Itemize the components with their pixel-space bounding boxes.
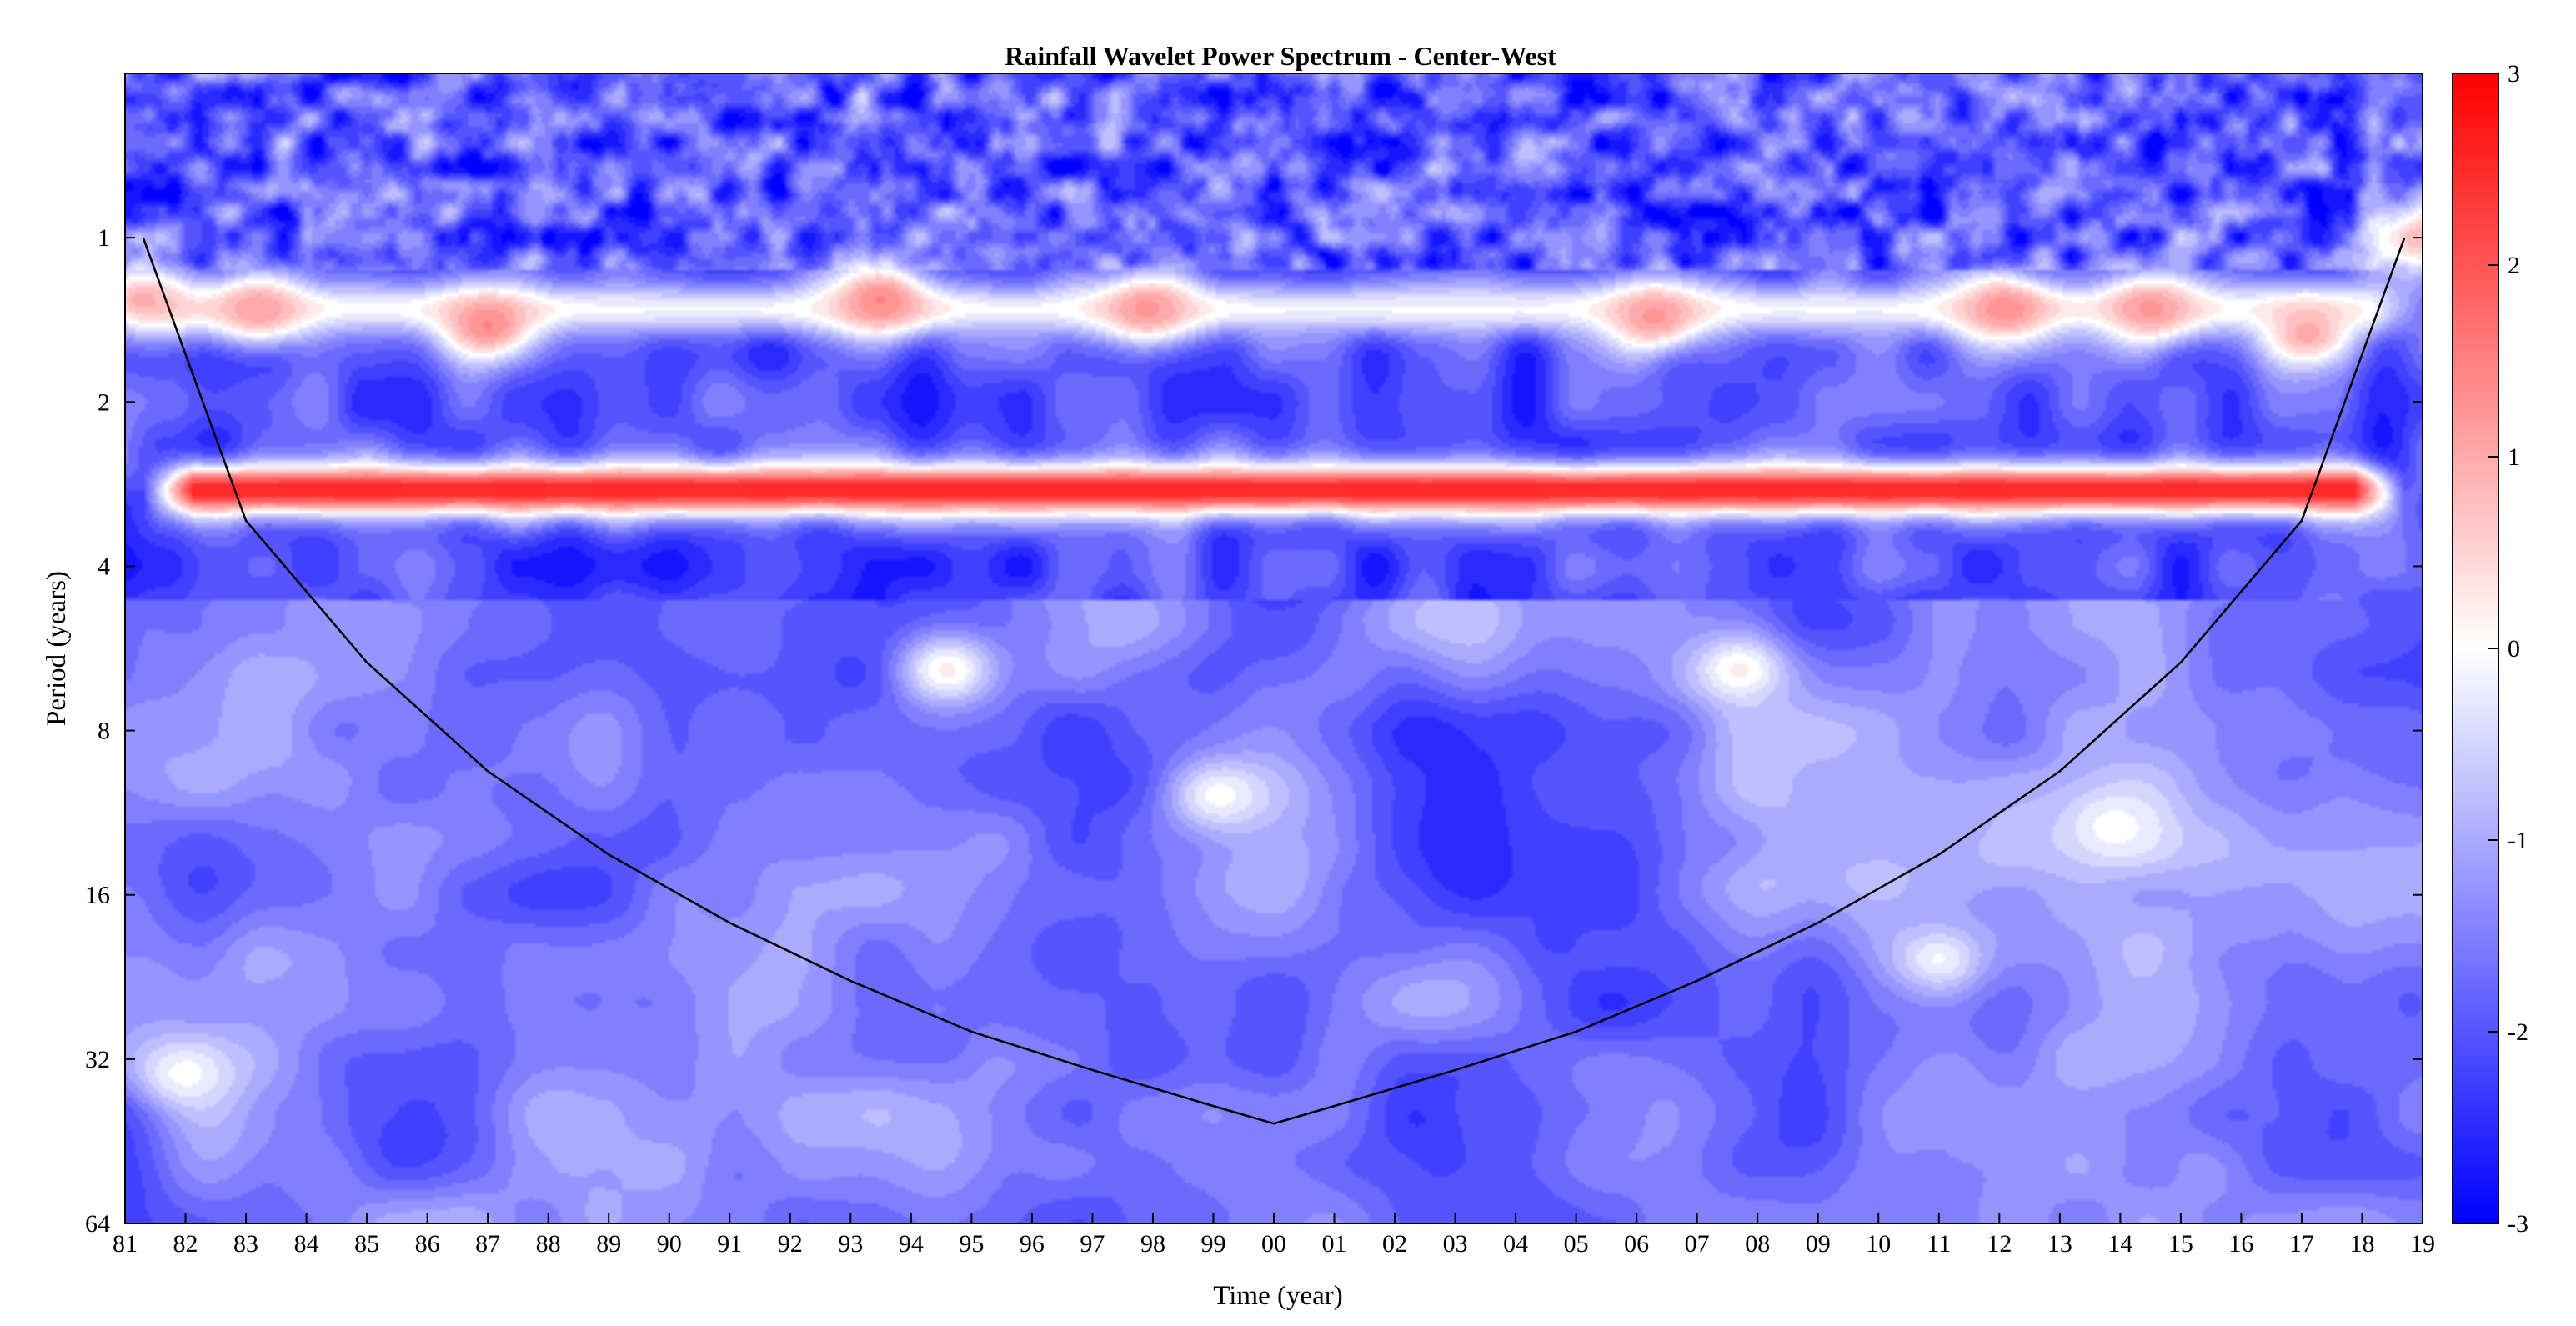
colorbar-tick-label: -3: [2508, 1210, 2528, 1238]
y-axis-title: Period (years): [42, 571, 72, 726]
x-tick-label: 00: [1261, 1230, 1286, 1258]
y-tick-label: 1: [98, 224, 110, 252]
x-tick-label: 03: [1443, 1230, 1468, 1258]
x-tick-label: 82: [173, 1230, 198, 1258]
plot-area: [124, 73, 2423, 1224]
x-tick-label: 97: [1080, 1230, 1105, 1258]
x-tick-label: 04: [1503, 1230, 1528, 1258]
colorbar: 3 2 1 0 -1 -2 -3: [2452, 60, 2528, 1238]
x-tick-label: 16: [2228, 1230, 2253, 1258]
x-tick-label: 83: [233, 1230, 258, 1258]
x-tick-label: 13: [2047, 1230, 2072, 1258]
x-tick-label: 18: [2349, 1230, 2374, 1258]
x-tick-label: 81: [113, 1230, 138, 1258]
x-tick-label: 06: [1624, 1230, 1649, 1258]
x-tick-label: 09: [1806, 1230, 1831, 1258]
colorbar-tick-label: 2: [2508, 252, 2520, 279]
x-tick-label: 87: [475, 1230, 500, 1258]
x-tick-label: 14: [2107, 1230, 2132, 1258]
y-tick-label: 16: [85, 882, 110, 909]
y-tick-label: 8: [98, 718, 110, 745]
y-tick-label: 64: [85, 1210, 110, 1238]
x-tick-label: 90: [657, 1230, 682, 1258]
colorbar-tick-label: 3: [2508, 60, 2520, 88]
x-tick-label: 01: [1322, 1230, 1347, 1258]
x-tick-label: 05: [1564, 1230, 1589, 1258]
cone-of-influence-line: [142, 237, 2406, 1125]
x-tick-label: 84: [294, 1230, 319, 1258]
x-tick-label: 11: [1927, 1230, 1951, 1258]
chart-title: Rainfall Wavelet Power Spectrum - Center…: [1005, 41, 1556, 71]
x-tick-label: 94: [899, 1230, 924, 1258]
x-tick-label: 98: [1140, 1230, 1165, 1258]
x-tick-label: 93: [838, 1230, 863, 1258]
x-tick-label: 15: [2168, 1230, 2193, 1258]
x-tick-label: 95: [959, 1230, 984, 1258]
x-tick-label: 92: [778, 1230, 803, 1258]
x-tick-label: 86: [415, 1230, 440, 1258]
y-tick-label: 4: [98, 553, 110, 580]
x-tick-label: 99: [1200, 1230, 1225, 1258]
x-tick-label: 88: [536, 1230, 561, 1258]
colorbar-tick-label: 1: [2508, 443, 2520, 471]
x-tick-label: 10: [1866, 1230, 1891, 1258]
x-tick-label: 08: [1745, 1230, 1770, 1258]
colorbar-tick-label: 0: [2508, 635, 2520, 663]
x-tick-label: 85: [354, 1230, 379, 1258]
colorbar-tick-label: -2: [2508, 1018, 2528, 1046]
colorbar-tick-label: -1: [2508, 827, 2528, 854]
x-tick-label: 19: [2410, 1230, 2435, 1258]
x-tick-label: 07: [1685, 1230, 1710, 1258]
x-tick-label: 12: [1987, 1230, 2012, 1258]
x-tick-label: 91: [717, 1230, 742, 1258]
y-tick-label: 2: [98, 388, 110, 416]
power-heatmap: [125, 73, 2423, 1223]
x-axis: 81 82 83 84 85 86 87 88 89 90 91 92 93 94 95 96 97 98 99 00…: [113, 1213, 2435, 1258]
y-tick-label: 32: [85, 1046, 110, 1073]
x-tick-label: 89: [596, 1230, 621, 1258]
x-tick-label: 17: [2289, 1230, 2314, 1258]
y-axis: 1 2 4 8 16 32 64: [85, 224, 2423, 1238]
x-tick-label: 02: [1382, 1230, 1407, 1258]
x-tick-label: 96: [1020, 1230, 1045, 1258]
x-axis-title: Time (year): [1213, 1281, 1343, 1311]
